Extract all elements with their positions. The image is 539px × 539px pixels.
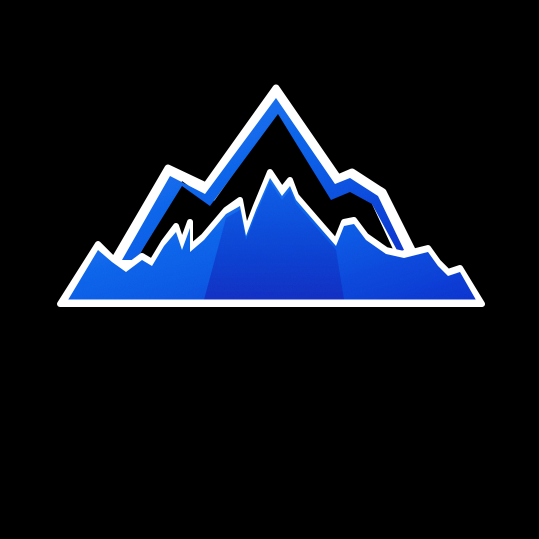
base-line xyxy=(59,299,483,305)
central-peak xyxy=(204,182,344,300)
ridge-band xyxy=(122,98,404,260)
